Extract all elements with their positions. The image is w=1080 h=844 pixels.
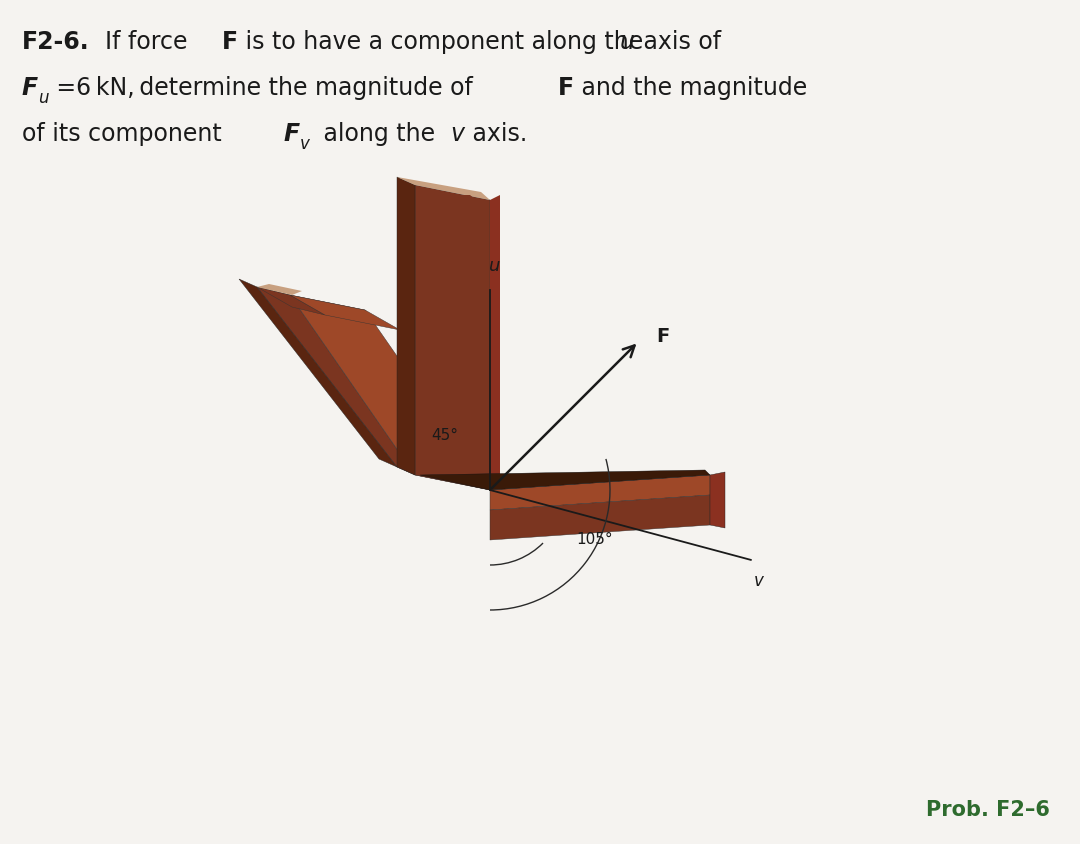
Text: v: v: [300, 135, 310, 153]
Polygon shape: [490, 475, 710, 510]
Text: of its component: of its component: [22, 122, 229, 146]
Polygon shape: [291, 295, 400, 330]
Text: axis of: axis of: [636, 30, 721, 54]
Text: and the magnitude: and the magnitude: [573, 76, 807, 100]
Polygon shape: [291, 295, 490, 490]
Polygon shape: [397, 177, 490, 200]
Text: u: u: [620, 30, 635, 54]
Text: 105°: 105°: [577, 533, 613, 548]
Polygon shape: [710, 472, 725, 528]
Text: 45°: 45°: [432, 428, 459, 442]
Text: F: F: [558, 76, 575, 100]
Polygon shape: [415, 185, 490, 490]
Polygon shape: [490, 495, 710, 540]
Text: along the: along the: [316, 122, 443, 146]
Text: u: u: [489, 257, 501, 275]
Polygon shape: [420, 470, 710, 490]
Polygon shape: [257, 284, 302, 295]
Text: v: v: [450, 122, 464, 146]
Text: v: v: [754, 572, 764, 590]
Text: axis.: axis.: [465, 122, 527, 146]
Text: F: F: [222, 30, 238, 54]
Polygon shape: [397, 177, 415, 475]
Polygon shape: [490, 195, 500, 490]
Text: F: F: [22, 76, 38, 100]
Polygon shape: [257, 287, 415, 475]
Polygon shape: [257, 287, 325, 315]
Text: =6 kN, determine the magnitude of: =6 kN, determine the magnitude of: [54, 76, 481, 100]
Text: F: F: [657, 327, 670, 346]
Text: is to have a component along the: is to have a component along the: [238, 30, 651, 54]
Polygon shape: [460, 195, 482, 205]
Text: Prob. F2–6: Prob. F2–6: [927, 800, 1050, 820]
Text: u: u: [38, 89, 49, 107]
Text: F2-6.: F2-6.: [22, 30, 90, 54]
Polygon shape: [239, 279, 397, 467]
Text: F: F: [284, 122, 300, 146]
Text: If force: If force: [105, 30, 195, 54]
